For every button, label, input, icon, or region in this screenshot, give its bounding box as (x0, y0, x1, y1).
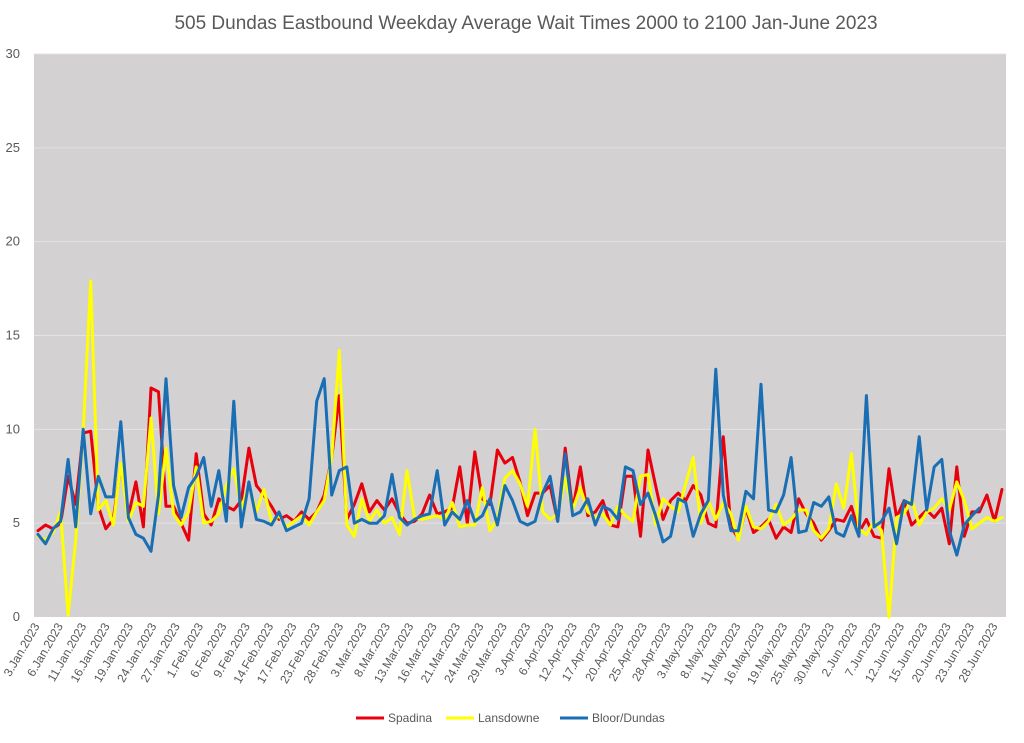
series-line-lansdowne (36, 279, 1004, 619)
y-tick-label: 20 (6, 234, 20, 249)
y-tick-label: 10 (6, 421, 20, 436)
y-tick-label: 25 (6, 140, 20, 155)
y-tick-label: 15 (6, 328, 20, 343)
legend: Spadina Lansdowne Bloor/Dundas (356, 711, 665, 725)
legend-label: Spadina (388, 711, 432, 725)
y-axis-ticks: 0 5 10 15 20 25 30 (6, 46, 20, 624)
chart-title: 505 Dundas Eastbound Weekday Average Wai… (174, 13, 877, 34)
legend-label: Bloor/Dundas (592, 711, 665, 725)
y-tick-label: 0 (13, 609, 20, 624)
gridlines (34, 53, 1006, 524)
y-tick-label: 5 (13, 515, 20, 530)
series-line-bloor-dundas (36, 367, 981, 557)
series-lines (36, 279, 1004, 619)
legend-label: Lansdowne (478, 711, 540, 725)
x-axis-ticks: 3.Jan.20236.Jan.202311.Jan.202316.Jan.20… (1, 620, 1001, 687)
y-tick-label: 30 (6, 46, 20, 61)
